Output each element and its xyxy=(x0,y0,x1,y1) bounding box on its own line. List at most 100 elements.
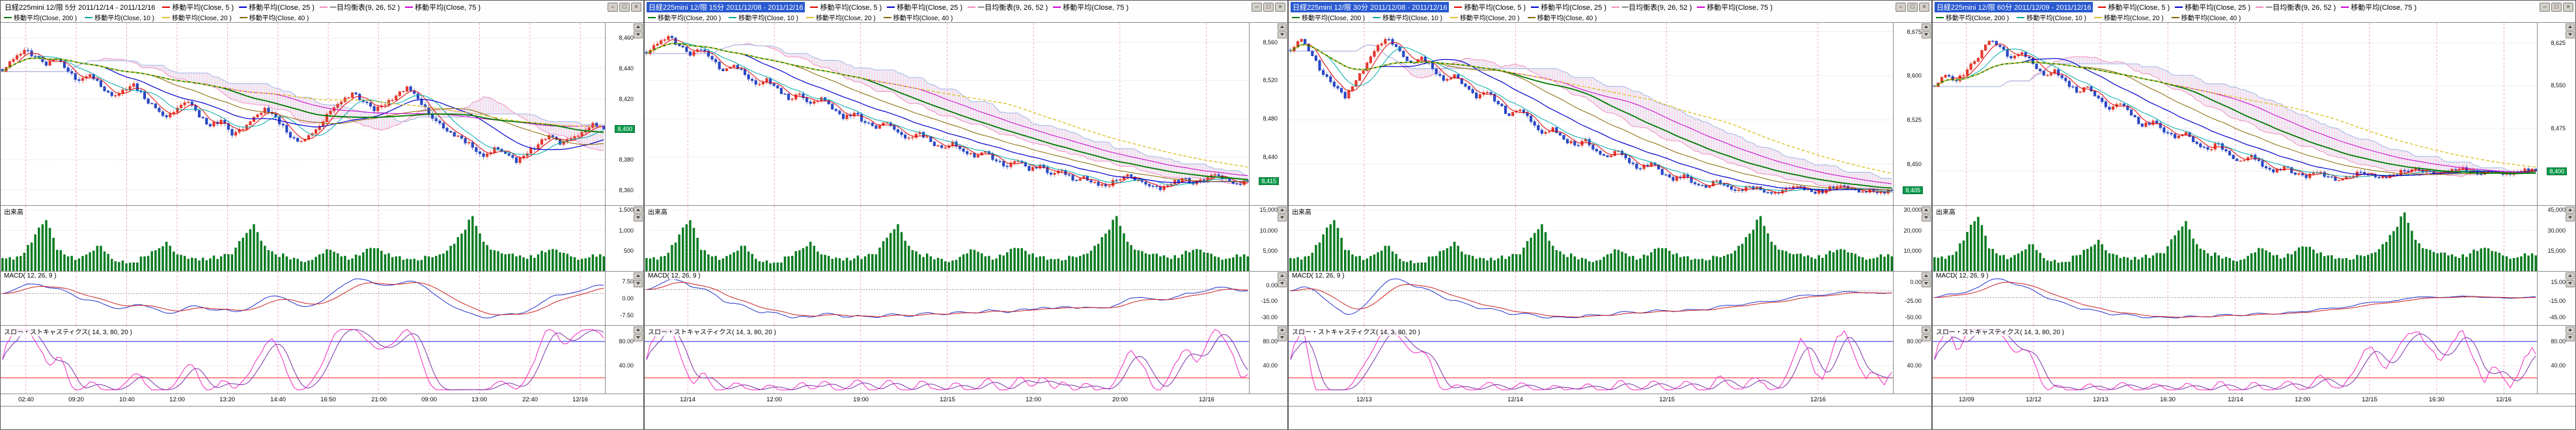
close-button[interactable]: × xyxy=(1275,2,1285,12)
scroll-down-button[interactable] xyxy=(1278,280,1287,287)
legend-item: 移動平均(Close, 200 ) xyxy=(1936,12,2009,22)
main-plot[interactable] xyxy=(1289,23,1894,205)
macd-plot[interactable] xyxy=(645,272,1250,325)
vol-plot[interactable] xyxy=(1,206,606,271)
scroll-up-button[interactable] xyxy=(1278,207,1287,214)
main-section: 8,675 8,600 8,525 8,450 8,405 xyxy=(1289,23,1931,206)
vol-chart-canvas[interactable] xyxy=(1,206,606,271)
vol-chart-canvas[interactable] xyxy=(1933,206,2538,271)
stoch-tick: 40.00 xyxy=(1263,362,1278,369)
macd-plot[interactable] xyxy=(1933,272,2538,325)
scroll-up-button[interactable] xyxy=(2566,326,2575,334)
scroll-up-button[interactable] xyxy=(1278,23,1287,31)
maximize-button[interactable]: □ xyxy=(1263,2,1274,12)
stoch-label: スロー・ストキャスティクス( 14, 3, 80, 20 ) xyxy=(3,326,133,336)
window-titlebar[interactable]: 日経225mini 12/限 30分 2011/12/08 - 2011/12/… xyxy=(1289,1,1931,12)
scroll-up-button[interactable] xyxy=(2566,207,2575,214)
close-button[interactable]: × xyxy=(631,2,641,12)
chart-window: 日経225mini 12/限 15分 2011/12/08 - 2011/12/… xyxy=(644,0,1288,430)
macd-chart-canvas[interactable] xyxy=(1,272,606,325)
axis-scroll xyxy=(2566,207,2575,222)
stoch-tick: 40.00 xyxy=(1907,362,1922,369)
window-titlebar[interactable]: 日経225mini 12/限 60分 2011/12/09 - 2011/12/… xyxy=(1933,1,2575,12)
legend-item: 移動平均(Close, 200 ) xyxy=(4,12,77,22)
scroll-down-button[interactable] xyxy=(634,280,643,287)
scroll-up-button[interactable] xyxy=(634,326,643,334)
close-button[interactable]: × xyxy=(1919,2,1929,12)
scroll-up-button[interactable] xyxy=(1922,326,1931,334)
maximize-button[interactable]: □ xyxy=(1907,2,1918,12)
scroll-down-button[interactable] xyxy=(1278,334,1287,341)
vol-chart-canvas[interactable] xyxy=(1289,206,1894,271)
main-chart-canvas[interactable] xyxy=(1933,23,2538,205)
stoch-chart-canvas[interactable] xyxy=(1933,326,2538,394)
main-chart-canvas[interactable] xyxy=(1289,23,1894,205)
minimize-button[interactable]: – xyxy=(2540,2,2550,12)
macd-section: 0.00 -25.00 -50.00 MACD( 12, 26, 9 ) xyxy=(1289,272,1931,326)
close-button[interactable]: × xyxy=(2563,2,2573,12)
legend-label: 移動平均(Close, 200 ) xyxy=(658,15,721,22)
stoch-chart-canvas[interactable] xyxy=(1,326,606,394)
minimize-button[interactable]: – xyxy=(608,2,618,12)
legend-item: 移動平均(Close, 5 ) xyxy=(810,2,882,12)
legend-line-swatch-icon xyxy=(4,16,12,18)
scroll-down-button[interactable] xyxy=(634,334,643,341)
window-titlebar[interactable]: 日経225mini 12/限 15分 2011/12/08 - 2011/12/… xyxy=(645,1,1287,12)
stoch-plot[interactable] xyxy=(645,326,1250,394)
minimize-button[interactable]: – xyxy=(1896,2,1906,12)
main-plot[interactable] xyxy=(1933,23,2538,205)
scroll-down-button[interactable] xyxy=(634,214,643,222)
vol-plot[interactable] xyxy=(645,206,1250,271)
maximize-button[interactable]: □ xyxy=(619,2,630,12)
vol-plot[interactable] xyxy=(1289,206,1894,271)
scroll-down-button[interactable] xyxy=(1922,280,1931,287)
main-plot[interactable] xyxy=(645,23,1250,205)
scroll-down-button[interactable] xyxy=(1922,334,1931,341)
vol-axis: 45,000 30,000 15,000 xyxy=(2537,206,2575,271)
scroll-down-button[interactable] xyxy=(2566,334,2575,341)
scroll-up-button[interactable] xyxy=(634,23,643,31)
macd-plot[interactable] xyxy=(1289,272,1894,325)
stoch-chart-canvas[interactable] xyxy=(645,326,1250,394)
scroll-down-button[interactable] xyxy=(2566,214,2575,222)
scroll-down-button[interactable] xyxy=(634,31,643,38)
last-price-badge: 8,405 xyxy=(1903,186,1923,195)
time-label: 16:30 xyxy=(2160,396,2176,403)
minimize-button[interactable]: – xyxy=(1252,2,1262,12)
scroll-up-button[interactable] xyxy=(2566,23,2575,31)
scroll-up-button[interactable] xyxy=(1922,23,1931,31)
scroll-down-button[interactable] xyxy=(2566,31,2575,38)
vol-plot[interactable] xyxy=(1933,206,2538,271)
macd-plot[interactable] xyxy=(1,272,606,325)
maximize-button[interactable]: □ xyxy=(2551,2,2562,12)
scroll-up-button[interactable] xyxy=(1922,207,1931,214)
time-label: 13:00 xyxy=(471,396,487,403)
scroll-down-button[interactable] xyxy=(1922,31,1931,38)
scroll-down-button[interactable] xyxy=(2566,280,2575,287)
price-tick: 8,360 xyxy=(619,186,634,194)
time-label: 12/16 xyxy=(1199,396,1214,403)
main-chart-canvas[interactable] xyxy=(1,23,606,205)
scroll-down-button[interactable] xyxy=(1922,214,1931,222)
scroll-up-button[interactable] xyxy=(634,207,643,214)
scroll-down-button[interactable] xyxy=(1278,31,1287,38)
scroll-up-button[interactable] xyxy=(634,272,643,280)
scroll-down-button[interactable] xyxy=(1278,214,1287,222)
legend-item: 移動平均(Close, 10 ) xyxy=(729,12,798,22)
scroll-up-button[interactable] xyxy=(1278,326,1287,334)
stoch-plot[interactable] xyxy=(1,326,606,394)
main-plot[interactable] xyxy=(1,23,606,205)
legend-item: 移動平均(Close, 5 ) xyxy=(2098,2,2170,12)
scroll-up-button[interactable] xyxy=(1278,272,1287,280)
window-controls: – □ × xyxy=(1252,2,1285,12)
macd-chart-canvas[interactable] xyxy=(645,272,1250,325)
macd-chart-canvas[interactable] xyxy=(1289,272,1894,325)
macd-chart-canvas[interactable] xyxy=(1933,272,2538,325)
stoch-plot[interactable] xyxy=(1933,326,2538,394)
main-chart-canvas[interactable] xyxy=(645,23,1250,205)
window-titlebar[interactable]: 日経225mini 12/限 5分 2011/12/14 - 2011/12/1… xyxy=(1,1,643,12)
stoch-label: スロー・ストキャスティクス( 14, 3, 80, 20 ) xyxy=(1291,326,1421,336)
vol-chart-canvas[interactable] xyxy=(645,206,1250,271)
scroll-up-button[interactable] xyxy=(1922,272,1931,280)
scroll-up-button[interactable] xyxy=(2566,272,2575,280)
